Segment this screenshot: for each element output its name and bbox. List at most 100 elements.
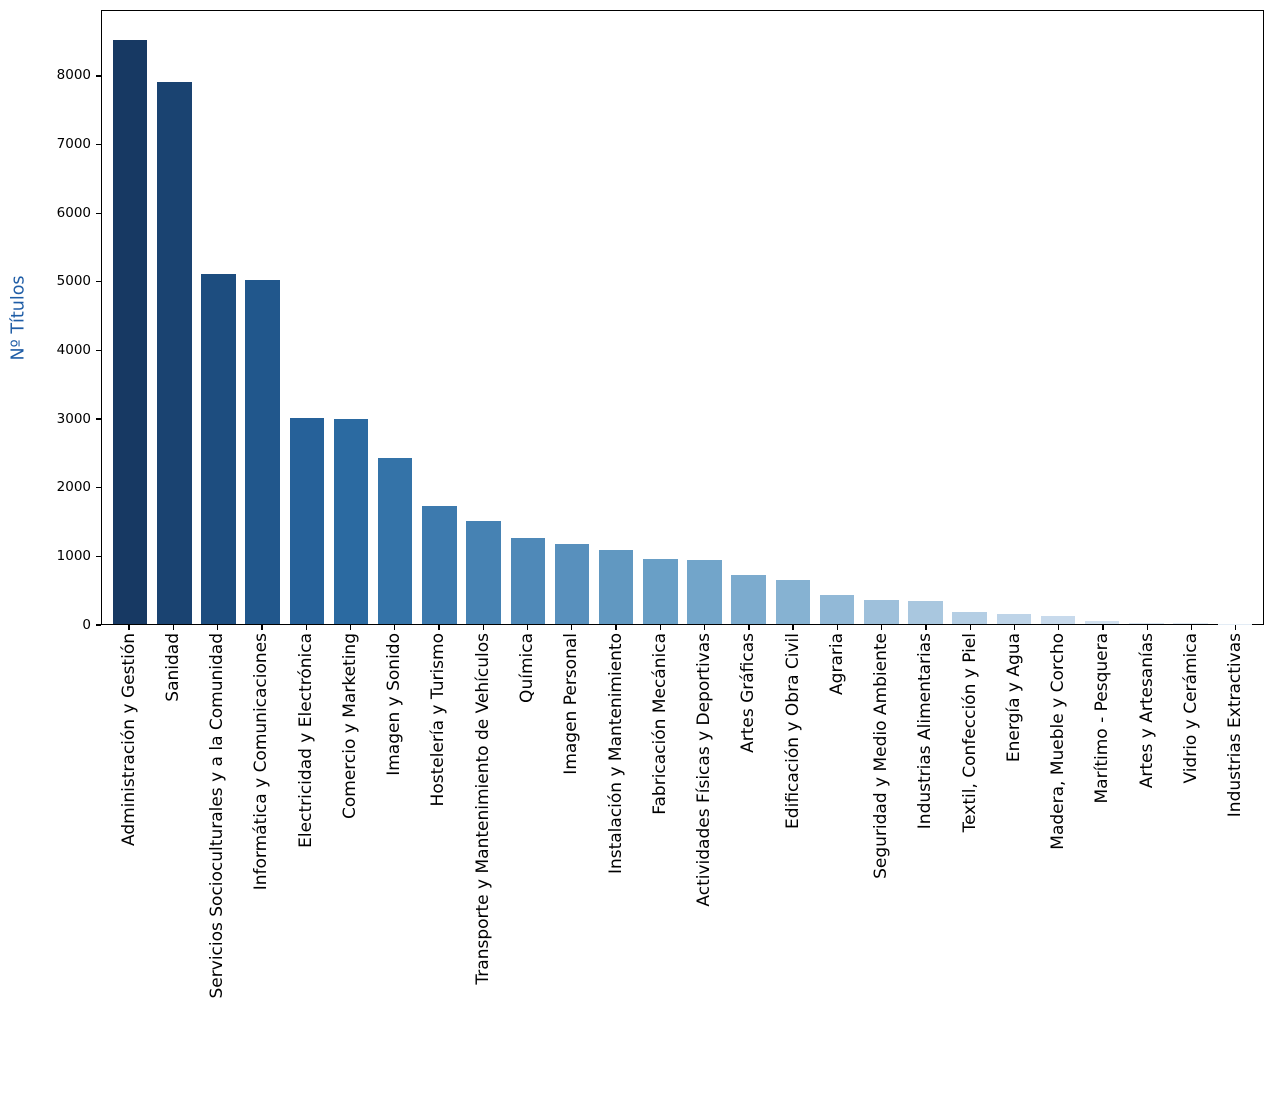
bar — [643, 559, 678, 624]
bar-slot — [152, 11, 196, 624]
bar — [422, 505, 457, 624]
bar-slot — [329, 11, 373, 624]
x-tick-slot — [948, 625, 992, 630]
x-label-slot: Edificación y Obra Civil — [771, 633, 815, 1094]
bar-slot — [550, 11, 594, 624]
bar-slot — [992, 11, 1036, 624]
bar — [157, 82, 192, 624]
x-tick-label: Informática y Comunicaciones — [251, 633, 272, 891]
bar-slot — [903, 11, 947, 624]
bar — [1040, 616, 1076, 624]
x-tick-slot — [373, 625, 417, 630]
x-tick — [217, 625, 219, 630]
x-tick — [615, 625, 617, 630]
bar — [731, 575, 766, 624]
y-tick-label: 5000 — [56, 273, 91, 290]
bar-slot — [771, 11, 815, 624]
bar — [112, 40, 148, 624]
x-label-slot: Artes Gráficas — [727, 633, 771, 1094]
x-tick-label: Actividades Físicas y Deportivas — [694, 633, 715, 907]
bar — [819, 595, 855, 624]
x-label-slot: Energía y Agua — [992, 633, 1036, 1094]
y-tick — [95, 624, 101, 626]
y-tick — [95, 555, 101, 557]
x-label-slot: Artes y Artesanías — [1125, 633, 1169, 1094]
bar — [510, 537, 545, 624]
x-tick-label: Artes y Artesanías — [1136, 633, 1157, 789]
x-tick — [394, 625, 396, 630]
x-tick-slot — [1037, 625, 1081, 630]
x-tick — [748, 625, 750, 630]
bar-slot — [285, 11, 329, 624]
x-tick — [482, 625, 484, 630]
y-tick-label: 2000 — [56, 479, 91, 496]
x-tick — [1058, 625, 1060, 630]
bar — [687, 560, 722, 624]
x-tick — [1013, 625, 1016, 630]
bar-slot — [462, 11, 506, 624]
bar-slot — [373, 11, 417, 624]
y-tick-label: 4000 — [56, 341, 91, 358]
x-tick — [792, 625, 794, 630]
x-tick-label: Industrias Extractivas — [1225, 633, 1246, 818]
x-tick-label: Transporte y Mantenimiento de Vehículos — [472, 633, 493, 985]
y-tick-label: 0 — [82, 616, 91, 633]
x-tick-slot — [771, 625, 815, 630]
x-label-slot: Industrias Extractivas — [1214, 633, 1258, 1094]
bar-slot — [196, 11, 240, 624]
x-tick-label: Marítimo - Pesquera — [1092, 633, 1113, 804]
x-tick — [261, 625, 263, 630]
x-label-slot: Hostelería y Turismo — [417, 633, 461, 1094]
bar — [201, 273, 236, 624]
x-tick-label: Comercio y Marketing — [339, 633, 360, 819]
x-tick-label: Instalación y Mantenimiento — [605, 633, 626, 875]
x-tick-label: Edificación y Obra Civil — [782, 633, 803, 829]
bar-slot — [859, 11, 903, 624]
x-tick-label: Fabricación Mecánica — [649, 633, 670, 815]
bar-slot — [1080, 11, 1124, 624]
y-tick — [95, 75, 101, 77]
plot-area — [101, 10, 1264, 625]
x-tick-label: Madera, Mueble y Corcho — [1048, 633, 1069, 850]
x-tick-slot — [461, 625, 505, 630]
x-label-slot: Seguridad y Medio Ambiente — [860, 633, 904, 1094]
x-tick — [571, 625, 573, 630]
x-tick — [969, 625, 971, 630]
y-axis-label-box: Nº Títulos — [4, 10, 34, 625]
x-tick — [925, 625, 927, 630]
bar — [952, 612, 987, 624]
x-label-slot: Actividades Físicas y Deportivas — [682, 633, 726, 1094]
x-label-slot: Imagen y Sonido — [373, 633, 417, 1094]
bar — [377, 457, 413, 624]
x-tick-slot — [417, 625, 461, 630]
bar-slot — [1036, 11, 1080, 624]
x-label-slot: Transporte y Mantenimiento de Vehículos — [461, 633, 505, 1094]
x-tick-slot — [196, 625, 240, 630]
bar — [1173, 623, 1208, 624]
x-tick-label: Textil, Confección y Piel — [959, 633, 980, 833]
x-tick-slot — [328, 625, 372, 630]
x-tick-slot — [550, 625, 594, 630]
bar-slot — [1124, 11, 1168, 624]
x-tick-slot — [240, 625, 284, 630]
bar-slot — [815, 11, 859, 624]
x-tick-slot — [505, 625, 549, 630]
x-tick-label: Electricidad y Electrónica — [295, 633, 316, 848]
bar-slot — [682, 11, 726, 624]
x-tick-label: Hostelería y Turismo — [428, 633, 449, 807]
bar-slot — [506, 11, 550, 624]
x-tick — [1235, 625, 1237, 630]
bar-slot — [594, 11, 638, 624]
x-tick-slot — [815, 625, 859, 630]
y-tick-label: 7000 — [56, 136, 91, 153]
bar-slot — [1213, 11, 1257, 624]
x-tick-slot — [638, 625, 682, 630]
x-label-slot: Industrias Alimentarias — [904, 633, 948, 1094]
bar-slot — [241, 11, 285, 624]
x-tick-label: Industrias Alimentarias — [915, 633, 936, 830]
y-tick-label: 3000 — [56, 410, 91, 427]
x-label-slot: Electricidad y Electrónica — [284, 633, 328, 1094]
bar — [245, 279, 280, 624]
x-tick-label: Agraria — [826, 633, 847, 695]
bar-slot — [727, 11, 771, 624]
